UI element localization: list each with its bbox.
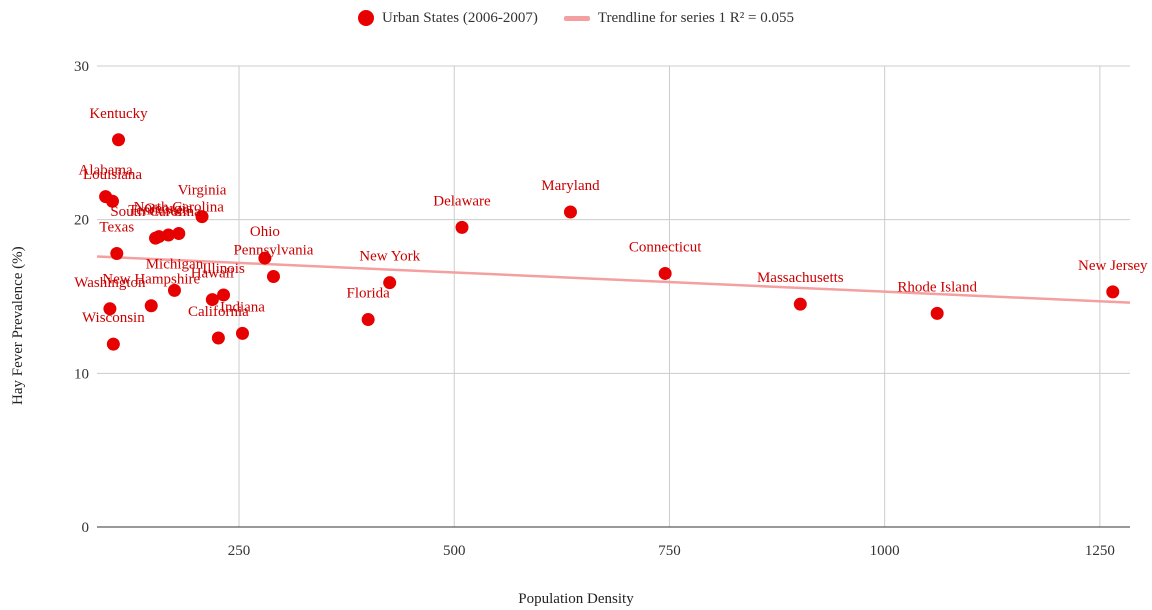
x-tick-label: 1000 bbox=[870, 543, 900, 559]
data-label: Louisiana bbox=[83, 167, 142, 183]
data-label: Ohio bbox=[250, 224, 280, 240]
data-label: Alabama bbox=[79, 163, 133, 179]
data-label: Pennsylvania bbox=[233, 243, 313, 259]
data-label: New Hampshire bbox=[102, 272, 200, 288]
data-label: Illinois bbox=[202, 261, 245, 277]
data-point bbox=[172, 226, 186, 240]
data-label: California bbox=[188, 304, 249, 320]
legend-label-trendline: Trendline for series 1 R² = 0.055 bbox=[597, 9, 794, 26]
data-point bbox=[455, 220, 469, 234]
y-axis-title: Hay Fever Prevalence (%) bbox=[10, 246, 26, 405]
data-label: Wisconsin bbox=[82, 310, 145, 326]
legend: Urban States (2006-2007) Trendline for s… bbox=[0, 6, 1152, 30]
data-label: New Jersey bbox=[1078, 258, 1148, 274]
data-point bbox=[361, 313, 375, 327]
data-label: South Carolina bbox=[110, 204, 201, 220]
data-point bbox=[217, 288, 231, 302]
data-label: Massachusetts bbox=[757, 270, 844, 286]
data-point bbox=[211, 331, 225, 345]
y-tick-label: 10 bbox=[74, 366, 89, 382]
data-label: Maryland bbox=[541, 178, 600, 194]
data-label: Tennessee bbox=[128, 203, 190, 219]
data-point bbox=[930, 306, 944, 320]
data-point bbox=[103, 302, 117, 316]
data-label: New York bbox=[359, 249, 420, 265]
data-label: North Carolina bbox=[134, 199, 225, 215]
data-point bbox=[161, 228, 175, 242]
legend-item-trendline: Trendline for series 1 R² = 0.055 bbox=[563, 9, 794, 27]
data-point bbox=[258, 251, 272, 265]
data-label: Florida bbox=[346, 286, 390, 302]
y-tick-label: 20 bbox=[74, 213, 89, 229]
legend-label-scatter-series: Urban States (2006-2007) bbox=[382, 9, 538, 26]
x-tick-label: 750 bbox=[658, 543, 681, 559]
data-point bbox=[563, 205, 577, 219]
x-tick-label: 250 bbox=[228, 543, 251, 559]
x-tick-label: 1250 bbox=[1085, 543, 1115, 559]
data-point bbox=[110, 246, 124, 260]
data-point bbox=[106, 337, 120, 351]
data-point bbox=[235, 326, 249, 340]
data-label: Virginia bbox=[178, 183, 227, 199]
data-label: Michigan bbox=[146, 256, 204, 272]
data-point bbox=[1106, 285, 1120, 299]
data-point bbox=[205, 293, 219, 307]
legend-marker-dot bbox=[358, 10, 375, 26]
x-axis-title: Population Density bbox=[518, 591, 634, 607]
data-point bbox=[112, 133, 126, 147]
data-point bbox=[383, 276, 397, 290]
data-label: Indiana bbox=[220, 299, 265, 315]
y-tick-label: 30 bbox=[74, 59, 89, 75]
data-point bbox=[144, 299, 158, 313]
legend-item-scatter-series: Urban States (2006-2007) bbox=[358, 10, 538, 27]
data-label: Kentucky bbox=[89, 106, 148, 122]
data-point bbox=[266, 270, 280, 284]
data-label: Connecticut bbox=[629, 239, 702, 255]
trendline bbox=[96, 255, 1131, 304]
data-label: Hawaii bbox=[191, 266, 234, 282]
y-tick-label: 0 bbox=[82, 520, 90, 536]
data-label: Washington bbox=[74, 275, 146, 291]
data-point bbox=[793, 297, 807, 311]
data-label: Texas bbox=[99, 219, 134, 235]
data-point bbox=[167, 283, 181, 297]
x-tick-label: 500 bbox=[443, 543, 466, 559]
data-point bbox=[658, 266, 672, 280]
data-point bbox=[195, 210, 209, 224]
legend-marker-line bbox=[563, 15, 590, 21]
data-point bbox=[105, 194, 119, 208]
data-label: Delaware bbox=[433, 193, 491, 209]
data-label: Rhode Island bbox=[897, 279, 977, 295]
data-label: Georgia bbox=[144, 201, 192, 217]
